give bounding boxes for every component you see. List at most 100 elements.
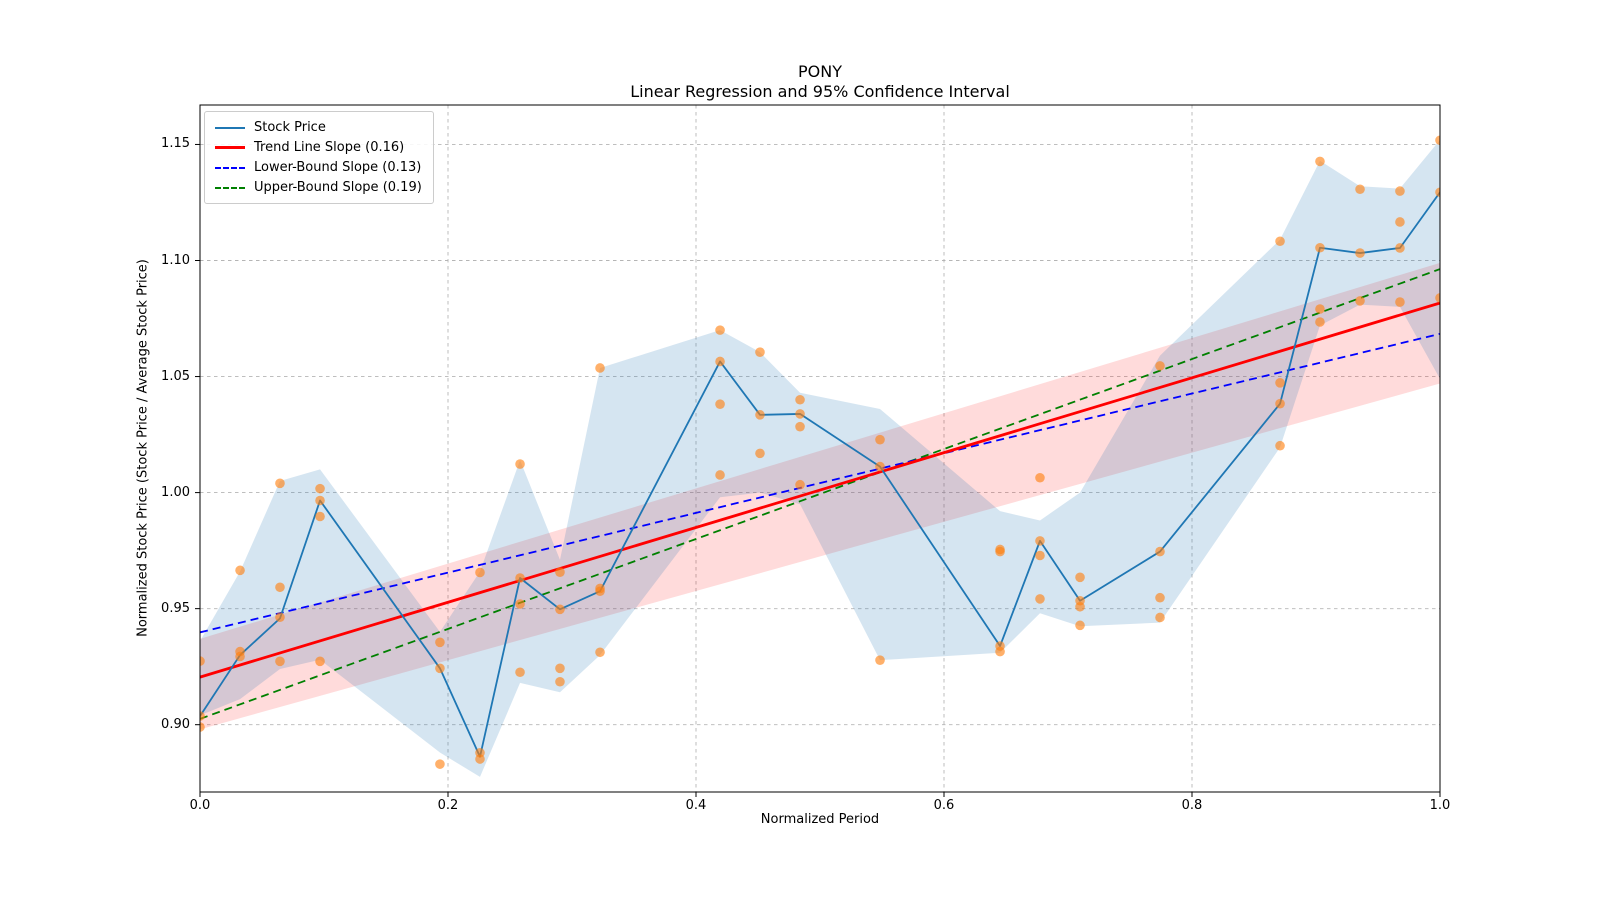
x-tick-label: 0.8	[1181, 798, 1203, 813]
scatter-point	[515, 599, 525, 609]
scatter-point	[1435, 135, 1440, 146]
scatter-point	[875, 461, 885, 472]
stock-price-line-sample	[215, 126, 245, 129]
scatter-point	[315, 656, 325, 667]
y-tick-label: 1.05	[161, 368, 190, 384]
scatter-point	[515, 573, 525, 583]
scatter-point	[1315, 242, 1325, 253]
scatter-point	[755, 448, 765, 459]
scatter-point	[1155, 612, 1165, 623]
scatter-point	[595, 586, 605, 597]
x-tick-label: 0.2	[437, 798, 459, 813]
scatter-point	[1395, 217, 1405, 227]
scatter-point	[555, 676, 565, 687]
y-axis-label: Normalized Stock Price (Stock Price / Av…	[135, 259, 151, 637]
scatter-point	[200, 711, 205, 721]
x-axis-label: Normalized Period	[760, 812, 880, 827]
scatter-point	[1315, 304, 1325, 314]
scatter-point	[235, 651, 245, 662]
scatter-point	[315, 495, 325, 506]
y-tick-label: 1.15	[161, 136, 190, 152]
legend-item-stock-price: Stock Price	[215, 120, 422, 135]
chart-title: PONY	[798, 62, 842, 81]
y-tick-label: 1.10	[161, 252, 190, 268]
legend-item-trend-line: Trend Line Slope (0.16)	[215, 140, 422, 155]
lower-bound-line	[200, 332, 1440, 634]
scatter-point	[1035, 472, 1045, 483]
scatter-point	[595, 363, 605, 373]
scatter-point	[555, 663, 565, 674]
upper-bound-line	[200, 268, 1440, 720]
scatter-point	[475, 754, 485, 764]
scatter-point	[275, 582, 285, 593]
scatter-point	[795, 394, 805, 405]
scatter-point	[875, 655, 885, 665]
scatter-point	[1355, 296, 1365, 306]
chart-subtitle: Linear Regression and 95% Confidence Int…	[630, 82, 1010, 101]
scatter-point	[1155, 592, 1165, 603]
legend-label: Lower-Bound Slope (0.13)	[254, 160, 422, 175]
upper-bound-line-sample	[215, 186, 245, 189]
legend-label: Upper-Bound Slope (0.19)	[254, 180, 422, 195]
scatter-point	[1355, 248, 1365, 258]
x-tick-label: 1.0	[1429, 798, 1451, 813]
scatter-point	[1435, 293, 1440, 303]
scatter-point	[435, 759, 445, 769]
scatter-point	[275, 656, 285, 667]
y-tick-label: 0.90	[161, 716, 190, 732]
scatter-point	[755, 347, 765, 357]
scatter-point	[1395, 297, 1405, 307]
scatter-point	[315, 511, 325, 522]
scatter-point	[315, 483, 325, 494]
scatter-point	[275, 478, 285, 489]
scatter-point	[995, 546, 1005, 557]
scatter-point	[435, 663, 445, 674]
scatter-point	[1075, 572, 1085, 583]
scatter-point	[1035, 536, 1045, 546]
scatter-point	[715, 470, 725, 480]
scatter-point	[515, 667, 525, 678]
trend-line	[200, 301, 1440, 679]
legend-label: Stock Price	[254, 120, 326, 135]
x-tick-label: 0.6	[933, 798, 955, 813]
scatter-point	[715, 325, 725, 335]
scatter-point	[235, 565, 245, 576]
stock-price-line	[200, 191, 1440, 758]
legend: Stock Price Trend Line Slope (0.16) Lowe…	[204, 111, 434, 204]
scatter-point	[795, 479, 805, 490]
scatter-point	[1075, 620, 1085, 631]
stock-price-band	[200, 139, 1440, 777]
lower-bound-line-sample	[215, 166, 245, 169]
scatter-points	[200, 135, 1440, 769]
scatter-point	[1035, 550, 1045, 561]
scatter-point	[595, 647, 605, 658]
scatter-point	[555, 604, 565, 615]
x-tick-label: 0.4	[685, 798, 707, 813]
scatter-point	[1275, 236, 1285, 247]
scatter-point	[995, 646, 1005, 657]
axes-frame	[199, 104, 1441, 793]
scatter-point	[1275, 440, 1285, 451]
scatter-point	[200, 656, 205, 666]
scatter-point	[515, 459, 525, 469]
scatter-point	[555, 567, 565, 578]
scatter-point	[1075, 601, 1085, 612]
tick-marks	[195, 143, 1441, 797]
y-tick-label: 1.00	[161, 484, 190, 500]
scatter-point	[795, 409, 805, 419]
scatter-point	[435, 637, 445, 648]
scatter-point	[1315, 317, 1325, 327]
scatter-point	[1275, 378, 1285, 388]
legend-item-lower-bound: Lower-Bound Slope (0.13)	[215, 160, 422, 175]
scatter-point	[275, 612, 285, 623]
scatter-point	[200, 722, 205, 732]
x-tick-label: 0.0	[189, 798, 211, 813]
trend-line-sample	[215, 146, 245, 149]
scatter-point	[1355, 184, 1365, 195]
y-tick-label: 0.95	[161, 600, 190, 616]
scatter-point	[1155, 361, 1165, 371]
scatter-point	[1395, 186, 1405, 196]
scatter-point	[875, 434, 885, 445]
scatter-point	[1035, 594, 1045, 604]
